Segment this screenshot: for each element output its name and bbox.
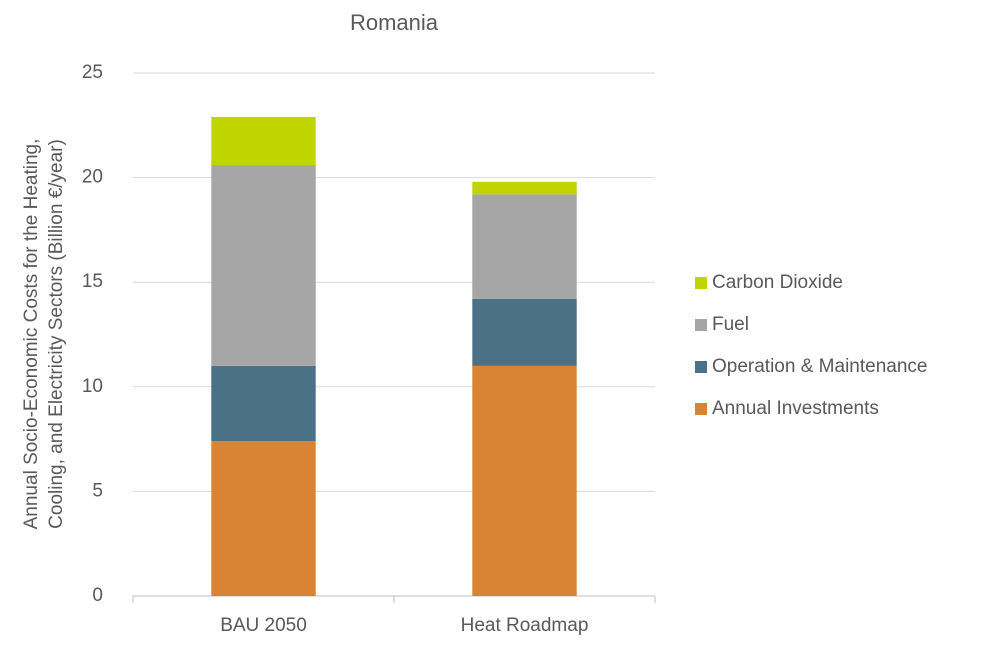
y-tick-label: 15 [82, 271, 103, 292]
legend-label: Fuel [712, 314, 749, 335]
legend-label: Carbon Dioxide [712, 272, 843, 293]
chart-title: Romania [350, 10, 439, 35]
x-tick-label: Heat Roadmap [461, 615, 589, 636]
bar-segment [211, 165, 316, 366]
legend-swatch [695, 361, 707, 373]
bar-segment [472, 194, 577, 299]
y-tick-label: 5 [92, 480, 103, 501]
bar-segment [211, 116, 316, 166]
bar-segment [211, 365, 316, 442]
y-tick-label: 10 [82, 376, 103, 397]
x-tick-label: BAU 2050 [220, 615, 307, 636]
y-tick-label: 25 [82, 62, 103, 83]
y-axis-label: Annual Socio-Economic Costs for the Heat… [21, 139, 42, 530]
bar-segment [472, 365, 577, 596]
legend-swatch [695, 319, 707, 331]
legend-label: Annual Investments [712, 398, 879, 419]
legend-swatch [695, 277, 707, 289]
legend-label: Operation & Maintenance [712, 356, 927, 377]
bar-segment [472, 298, 577, 366]
y-axis-label: Cooling, and Electricity Sectors (Billio… [46, 139, 67, 529]
y-tick-label: 20 [82, 167, 103, 188]
y-tick-label: 0 [92, 585, 103, 606]
bar-segment [211, 441, 316, 596]
bar-segment [472, 181, 577, 195]
legend-swatch [695, 403, 707, 415]
